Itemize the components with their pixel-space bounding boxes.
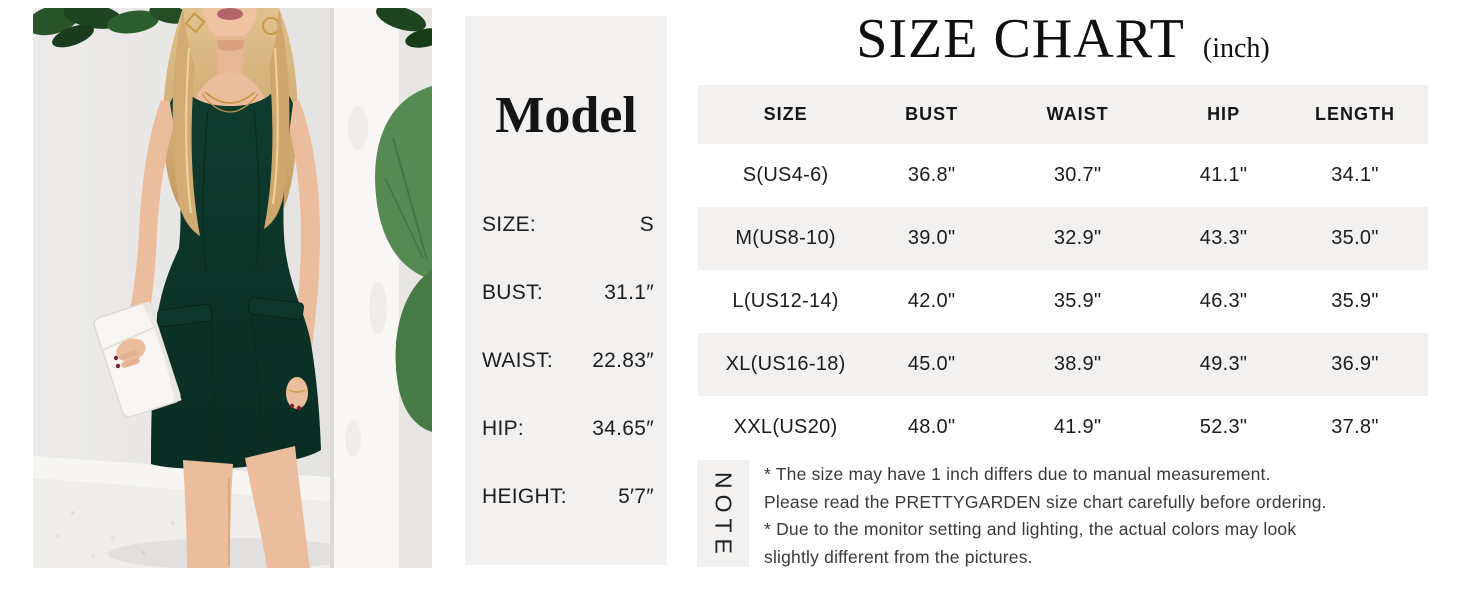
size-chart-title: SIZE CHART (inch) — [698, 10, 1428, 68]
left-hand — [113, 338, 146, 369]
size-chart-row: L(US12-14) 42.0" 35.9" 46.3" 35.9" — [698, 270, 1428, 333]
size-chart-row: XXL(US20) 48.0" 41.9" 52.3" 37.8" — [698, 396, 1428, 459]
model-arms — [121, 100, 320, 382]
right-hand — [286, 377, 308, 411]
model-measurement-row: HEIGHT: 5′7″ — [482, 485, 654, 508]
size-chart-cell: 46.3" — [1199, 290, 1248, 312]
model-measurement-row: HIP: 34.65″ — [482, 417, 654, 440]
size-chart-cell: L(US12-14) — [732, 290, 839, 312]
model-measurement-row: SIZE: S — [482, 213, 654, 236]
measurement-label: HIP: — [482, 417, 525, 440]
model-legs — [183, 446, 310, 568]
size-chart-cell: 36.8" — [907, 164, 956, 186]
size-chart-cell: M(US8-10) — [698, 207, 874, 270]
measurement-value: 31.1″ — [604, 281, 654, 304]
model-panel-title: Model — [495, 87, 637, 144]
column-header: WAIST — [989, 85, 1166, 144]
model-info-panel: Model SIZE: S BUST: 31.1″ WAIST: 22.83″ … — [465, 16, 667, 565]
size-chart-cell: 45.0" — [873, 333, 990, 396]
model-photo — [26, 3, 445, 570]
measurement-label: HEIGHT: — [482, 485, 567, 508]
size-chart-cell: 32.9" — [989, 207, 1166, 270]
measurement-value: 34.65″ — [592, 417, 654, 440]
note-text: * The size may have 1 inch differs due t… — [764, 461, 1428, 571]
pocket-flaps — [157, 296, 304, 328]
measurement-value: 22.83″ — [592, 349, 654, 372]
size-chart-header-row: SIZE BUST WAIST HIP LENGTH — [698, 85, 1428, 144]
size-chart-cell: 34.1" — [1331, 164, 1379, 186]
model-face — [203, 8, 257, 78]
size-chart-table: SIZE BUST WAIST HIP LENGTH S(US4-6) 36.8" 30.7… — [698, 85, 1428, 459]
gold-necklace — [201, 91, 259, 113]
size-chart-row: XL(US16-18) 45.0" 38.9" 49.3" 36.9" — [698, 333, 1428, 396]
model-photo-illustration — [26, 3, 445, 570]
note-line: * Due to the monitor setting and lightin… — [764, 519, 1297, 539]
column-header: HIP — [1165, 85, 1282, 144]
size-chart-cell: S(US4-6) — [742, 164, 829, 186]
size-chart-cell: XXL(US20) — [733, 416, 838, 438]
model-measurement-row: BUST: 31.1″ — [482, 281, 654, 304]
size-chart-cell: 36.9" — [1281, 333, 1428, 396]
size-chart-cell: 41.1" — [1199, 164, 1248, 186]
hair-front-locks — [172, 8, 290, 236]
size-chart-cell: 49.3" — [1165, 333, 1282, 396]
size-chart-row: S(US4-6) 36.8" 30.7" 41.1" 34.1" — [698, 144, 1428, 207]
size-chart-cell: 48.0" — [907, 416, 956, 438]
size-chart-cell: 30.7" — [1053, 164, 1102, 186]
model-figure — [93, 8, 321, 568]
note-line: Please read the PRETTYGARDEN size chart … — [764, 491, 1327, 512]
size-chart-cell: 37.8" — [1331, 416, 1379, 438]
measurement-label: BUST: — [482, 281, 544, 304]
column-header: BUST — [873, 85, 990, 144]
size-chart-cell: 42.0" — [907, 290, 956, 312]
size-chart-cell: 38.9" — [989, 333, 1166, 396]
size-chart-unit-label: (inch) — [1202, 33, 1270, 64]
measurement-label: SIZE: — [482, 213, 537, 236]
size-chart-row: M(US8-10) 39.0" 32.9" 43.3" 35.0" — [698, 207, 1428, 270]
size-chart-cell: 52.3" — [1199, 416, 1248, 438]
measurement-label: WAIST: — [482, 349, 554, 372]
column-header: SIZE — [698, 85, 874, 144]
size-chart-cell: 39.0" — [873, 207, 990, 270]
size-chart-cell: XL(US16-18) — [698, 333, 874, 396]
plant-leaves — [26, 3, 445, 432]
size-chart-cell: 35.9" — [1053, 290, 1102, 312]
measurement-value: S — [639, 213, 654, 236]
size-chart-cell: 41.9" — [1053, 416, 1102, 438]
size-chart-cell: 35.0" — [1281, 207, 1428, 270]
model-measurement-row: WAIST: 22.83″ — [482, 349, 654, 372]
size-chart-cell: 35.9" — [1331, 290, 1379, 312]
note-line: slightly different from the pictures. — [764, 546, 1033, 567]
note-line: * The size may have 1 inch differs due t… — [764, 464, 1271, 484]
size-chart-cell: 43.3" — [1165, 207, 1282, 270]
column-header: LENGTH — [1281, 85, 1428, 144]
note-label: NOTE — [697, 460, 749, 567]
model-measurements: SIZE: S BUST: 31.1″ WAIST: 22.83″ HIP: 3… — [482, 213, 654, 508]
size-chart-title-text: SIZE CHART — [856, 8, 1185, 70]
measurement-value: 5′7″ — [618, 485, 654, 508]
